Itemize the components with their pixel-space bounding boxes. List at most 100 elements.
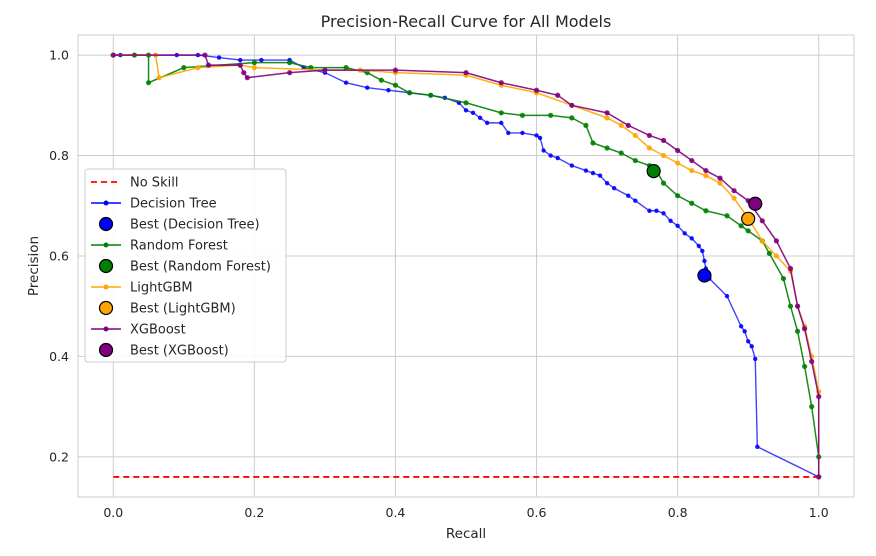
data-point bbox=[745, 339, 751, 344]
legend-swatch-marker bbox=[98, 300, 114, 316]
data-point bbox=[724, 293, 730, 299]
data-point bbox=[406, 90, 413, 96]
y-tick-label: 0.8 bbox=[49, 148, 69, 163]
data-point bbox=[583, 168, 589, 173]
data-point bbox=[689, 167, 695, 174]
data-point bbox=[794, 328, 801, 334]
legend-label: Best (LightGBM) bbox=[130, 302, 236, 317]
data-point bbox=[555, 92, 561, 98]
legend-entry: Best (Decision Tree) bbox=[98, 216, 260, 233]
data-point bbox=[738, 324, 744, 329]
data-point bbox=[660, 152, 667, 159]
series-line-random-forest bbox=[113, 54, 820, 477]
data-point bbox=[463, 70, 469, 76]
data-point bbox=[477, 115, 483, 121]
data-point bbox=[702, 258, 707, 264]
data-point bbox=[583, 122, 589, 128]
best-marker-xgboost bbox=[748, 196, 763, 211]
data-point bbox=[749, 344, 754, 349]
data-point bbox=[660, 180, 667, 186]
data-point bbox=[611, 185, 617, 191]
data-point bbox=[626, 193, 631, 198]
x-tick-label: 0.0 bbox=[103, 505, 123, 520]
y-tick-label: 0.4 bbox=[49, 349, 69, 364]
legend-entry: Random Forest bbox=[91, 239, 228, 254]
data-point bbox=[689, 236, 694, 241]
legend-entry: Best (LightGBM) bbox=[98, 300, 236, 317]
data-point bbox=[386, 88, 391, 93]
legend-entry: Best (Random Forest) bbox=[98, 258, 271, 275]
data-point bbox=[755, 444, 760, 449]
series-xgboost bbox=[110, 52, 822, 480]
legend-label: No Skill bbox=[130, 176, 178, 191]
data-point bbox=[569, 102, 575, 108]
x-tick-label: 1.0 bbox=[809, 505, 829, 520]
data-point bbox=[237, 62, 243, 68]
data-point bbox=[660, 137, 667, 144]
x-tick-label: 0.8 bbox=[668, 505, 688, 520]
data-point bbox=[647, 208, 652, 213]
data-point bbox=[731, 195, 737, 201]
data-point bbox=[463, 100, 469, 106]
data-point bbox=[548, 112, 554, 118]
data-point bbox=[238, 57, 243, 63]
data-point bbox=[533, 87, 540, 93]
data-point bbox=[816, 474, 822, 480]
legend-entry: XGBoost bbox=[91, 323, 186, 338]
data-point bbox=[378, 77, 384, 83]
legend-label: Best (Decision Tree) bbox=[130, 218, 260, 233]
data-point bbox=[519, 112, 526, 118]
legend-swatch-point bbox=[103, 242, 109, 248]
data-point bbox=[251, 60, 257, 66]
data-point bbox=[534, 133, 539, 138]
data-point bbox=[802, 326, 808, 332]
y-axis-label: Precision bbox=[26, 236, 42, 296]
data-point bbox=[759, 238, 765, 244]
data-point bbox=[703, 208, 709, 214]
data-point bbox=[322, 67, 328, 73]
data-point bbox=[802, 363, 808, 370]
data-point bbox=[696, 243, 701, 249]
data-point bbox=[244, 75, 250, 81]
data-point bbox=[428, 92, 434, 98]
data-point bbox=[745, 228, 751, 234]
y-tick-label: 0.2 bbox=[49, 449, 69, 464]
best-marker-decision-tree bbox=[697, 268, 712, 283]
data-point bbox=[195, 65, 201, 71]
data-point bbox=[731, 188, 737, 194]
data-point bbox=[633, 198, 638, 203]
data-point bbox=[343, 65, 349, 71]
legend-box bbox=[84, 168, 287, 363]
data-point bbox=[555, 155, 560, 161]
data-point bbox=[794, 303, 801, 309]
data-point bbox=[145, 80, 152, 86]
data-point bbox=[787, 265, 794, 272]
data-point bbox=[343, 80, 349, 85]
data-point bbox=[700, 248, 705, 254]
data-point bbox=[703, 167, 709, 174]
data-point bbox=[703, 173, 709, 179]
legend-label: LightGBM bbox=[130, 281, 193, 296]
data-point bbox=[618, 150, 624, 156]
data-point bbox=[541, 148, 546, 153]
legend-swatch-point bbox=[103, 284, 109, 290]
x-axis-label: Recall bbox=[446, 526, 486, 542]
data-point bbox=[537, 135, 543, 141]
data-point bbox=[392, 67, 399, 73]
data-point bbox=[241, 70, 247, 76]
data-point bbox=[597, 173, 603, 178]
legend-entry: Decision Tree bbox=[91, 197, 217, 212]
data-point bbox=[181, 65, 187, 71]
data-point bbox=[392, 82, 399, 88]
best-marker-lightgbm bbox=[741, 211, 756, 226]
x-tick-label: 0.4 bbox=[386, 505, 406, 520]
best-marker-random-forest bbox=[646, 163, 661, 179]
data-point bbox=[498, 110, 504, 116]
data-point bbox=[780, 275, 787, 282]
legend-label: Best (XGBoost) bbox=[130, 344, 229, 359]
data-point bbox=[287, 70, 293, 76]
data-point bbox=[499, 120, 504, 126]
data-point bbox=[632, 132, 638, 139]
data-point bbox=[724, 213, 730, 219]
data-point bbox=[604, 145, 610, 151]
